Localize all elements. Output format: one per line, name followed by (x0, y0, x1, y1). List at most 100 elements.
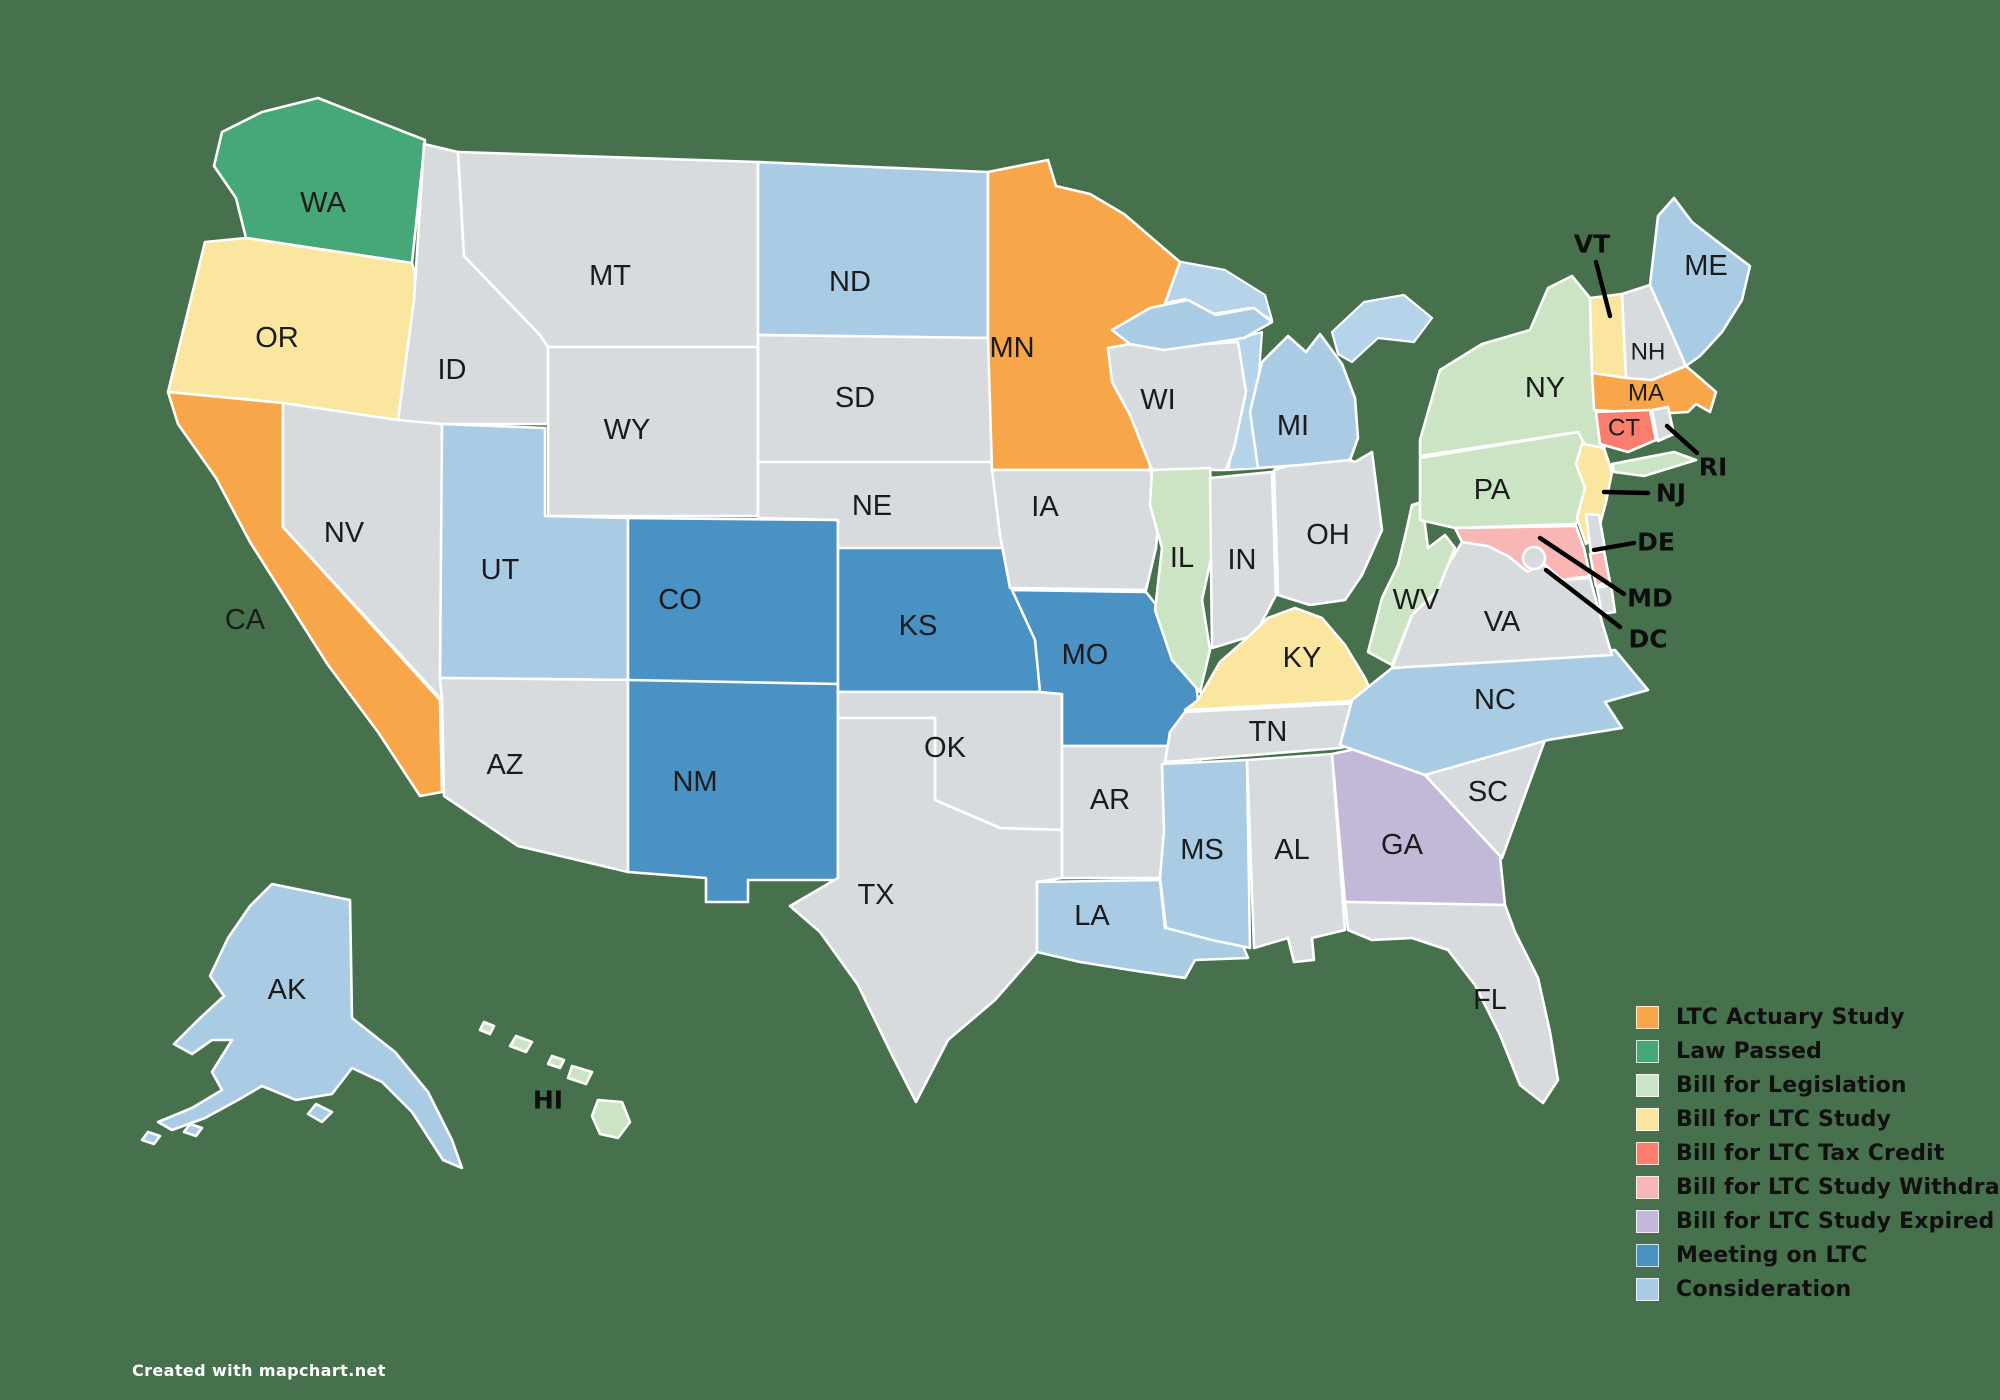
state-label-ne: NE (852, 490, 892, 522)
state-label-id: ID (438, 354, 467, 386)
legend-label-bill_for_ltc_study_expired: Bill for LTC Study Expired (1676, 1209, 1995, 1234)
state-label-ca: CA (225, 604, 266, 636)
state-label-va: VA (1484, 606, 1521, 638)
legend-label-consideration: Consideration (1676, 1277, 1852, 1302)
callout-label-dc: DC (1628, 625, 1667, 654)
state-label-ma: MA (1628, 380, 1664, 407)
lake-huron (1330, 293, 1434, 364)
states-group (140, 96, 1752, 1170)
legend-item-ltc_actuary_study: LTC Actuary Study (1636, 1005, 2000, 1030)
legend-swatch-bill_for_ltc_study (1636, 1108, 1659, 1131)
legend-swatch-bill_for_legislation (1636, 1074, 1659, 1097)
state-label-az: AZ (486, 749, 523, 781)
state-dc (1521, 545, 1547, 571)
state-mi (1110, 298, 1360, 470)
state-label-co: CO (658, 584, 702, 616)
legend-item-bill_for_ltc_tax_credit: Bill for LTC Tax Credit (1636, 1141, 2000, 1166)
state-label-mo: MO (1062, 639, 1109, 671)
legend-swatch-bill_for_ltc_tax_credit (1636, 1142, 1659, 1165)
callout-label-ri: RI (1699, 453, 1728, 482)
callout-line-ri (1664, 423, 1700, 456)
state-label-ga: GA (1381, 829, 1424, 861)
legend-label-bill_for_ltc_study_withdrawn: Bill for LTC Study Withdrawn (1676, 1175, 2000, 1200)
state-label-nh: NH (1631, 339, 1666, 366)
state-label-or: OR (255, 322, 299, 354)
legend-item-bill_for_ltc_study: Bill for LTC Study (1636, 1107, 2000, 1132)
state-sd (756, 333, 1002, 464)
state-nc (1338, 648, 1650, 777)
callout-label-vt: VT (1574, 230, 1610, 259)
state-wy (546, 345, 760, 518)
state-label-sc: SC (1468, 776, 1508, 808)
legend-label-law_passed: Law Passed (1676, 1039, 1823, 1064)
state-az (438, 676, 630, 874)
state-labels-group: WA OR CA NV ID MT WY UT CO AZ NM ND SD NE KS OK TX MN IA MO… (225, 187, 1728, 1016)
state-label-sd: SD (835, 382, 875, 414)
callout-line-de (1591, 540, 1637, 553)
state-me (1648, 196, 1752, 368)
state-label-mt: MT (589, 260, 631, 292)
legend-item-bill_for_ltc_study_expired: Bill for LTC Study Expired (1636, 1209, 2000, 1234)
state-tx (788, 716, 1064, 1104)
legend-item-consideration: Consideration (1636, 1277, 2000, 1302)
state-label-nc: NC (1474, 684, 1516, 716)
state-hi (478, 1020, 632, 1140)
state-label-al: AL (1274, 834, 1309, 866)
state-label-nv: NV (324, 517, 365, 549)
callout-label-hi: HI (533, 1086, 563, 1115)
legend-label-ltc_actuary_study: LTC Actuary Study (1676, 1005, 1905, 1030)
state-label-ms: MS (1180, 834, 1224, 866)
state-label-ky: KY (1283, 642, 1322, 674)
legend-swatch-consideration (1636, 1278, 1659, 1301)
state-label-il: IL (1170, 542, 1194, 574)
state-ky (1183, 606, 1377, 712)
state-label-me: ME (1684, 250, 1728, 282)
state-ia (990, 468, 1162, 592)
legend-swatch-meeting_on_ltc (1636, 1244, 1659, 1267)
state-label-nm: NM (672, 766, 717, 798)
legend-item-meeting_on_ltc: Meeting on LTC (1636, 1243, 2000, 1268)
callout-label-nj: NJ (1656, 479, 1686, 508)
state-label-ia: IA (1031, 491, 1059, 523)
state-ak (140, 882, 464, 1170)
legend-label-bill_for_ltc_study: Bill for LTC Study (1676, 1107, 1892, 1132)
callouts-group: NJ DE MD DC VT RI HI (533, 230, 1727, 1115)
state-label-wi: WI (1140, 384, 1175, 416)
state-label-wa: WA (300, 187, 346, 219)
callout-line-nj (1601, 489, 1651, 496)
state-label-ak: AK (268, 974, 307, 1006)
callout-label-de: DE (1637, 528, 1675, 557)
state-fl (1343, 900, 1560, 1105)
legend-item-bill_for_ltc_study_withdrawn: Bill for LTC Study Withdrawn (1636, 1175, 2000, 1200)
state-label-ok: OK (924, 732, 967, 764)
legend-label-bill_for_legislation: Bill for Legislation (1676, 1073, 1907, 1098)
state-label-mn: MN (989, 332, 1034, 364)
legend-item-bill_for_legislation: Bill for Legislation (1636, 1073, 2000, 1098)
callout-label-md: MD (1627, 584, 1673, 613)
state-label-tx: TX (857, 879, 894, 911)
state-wv (1366, 500, 1457, 667)
legend-item-law_passed: Law Passed (1636, 1039, 2000, 1064)
state-label-la: LA (1074, 900, 1110, 932)
state-label-wv: WV (1393, 584, 1440, 616)
state-label-wy: WY (604, 414, 651, 446)
state-label-in: IN (1228, 544, 1257, 576)
state-label-tn: TN (1249, 716, 1288, 748)
callout-line-vt (1593, 259, 1613, 319)
state-label-ar: AR (1090, 784, 1130, 816)
callout-line-md (1537, 535, 1627, 597)
state-label-ny: NY (1525, 372, 1565, 404)
state-label-mi: MI (1277, 410, 1309, 442)
state-nd (756, 160, 990, 340)
state-label-pa: PA (1474, 474, 1511, 506)
legend-swatch-bill_for_ltc_study_expired (1636, 1210, 1659, 1233)
legend-swatch-bill_for_ltc_study_withdrawn (1636, 1176, 1659, 1199)
state-label-nd: ND (829, 266, 871, 298)
state-label-oh: OH (1306, 519, 1350, 551)
state-label-ut: UT (481, 554, 520, 586)
state-ct (1594, 408, 1658, 454)
legend-swatch-law_passed (1636, 1040, 1659, 1063)
legend-label-bill_for_ltc_tax_credit: Bill for LTC Tax Credit (1676, 1141, 1945, 1166)
